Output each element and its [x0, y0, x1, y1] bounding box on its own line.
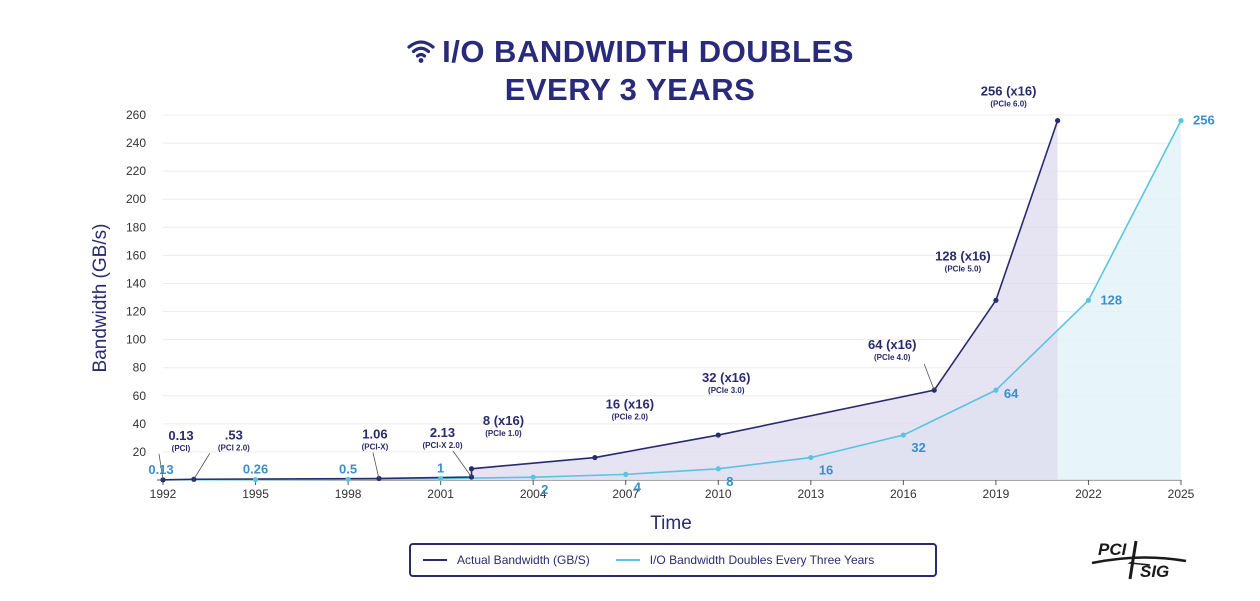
data-label-doubling: 32 [911, 440, 925, 455]
data-point-doubling [993, 387, 999, 393]
y-tick-label: 60 [133, 389, 147, 403]
data-sublabel-actual: (PCIe 1.0) [485, 429, 522, 438]
y-tick-label: 40 [133, 417, 147, 431]
data-point-doubling [1178, 118, 1184, 124]
title-text-1: I/O BANDWIDTH DOUBLES [442, 34, 854, 69]
data-label-doubling: 0.26 [243, 462, 268, 477]
data-point-actual [1055, 118, 1061, 124]
legend-label-doubling: I/O Bandwidth Doubles Every Three Years [649, 553, 875, 567]
data-sublabel-actual: (PCI-X 2.0) [422, 441, 462, 450]
x-tick-label: 1992 [150, 487, 177, 501]
data-label-doubling: 128 [1100, 292, 1122, 307]
data-point-actual [468, 466, 475, 472]
data-sublabel-actual: (PCIe 2.0) [612, 413, 649, 422]
logo-text-bottom: SIG [1140, 562, 1169, 581]
y-tick-label: 20 [133, 445, 147, 459]
data-sublabel-actual: (PCIe 3.0) [708, 386, 745, 395]
data-label-actual: 8 (x16) [483, 413, 524, 428]
y-tick-label: 120 [126, 305, 146, 319]
x-axis-title: Time [650, 513, 692, 534]
data-label-actual: 64 (x16) [868, 337, 916, 352]
y-axis-title: Bandwidth (GB/s) [90, 224, 111, 373]
logo-text-top: PCI [1098, 540, 1128, 559]
data-label-doubling: 16 [819, 463, 833, 478]
data-point-doubling [530, 474, 536, 480]
legend-swatch-doubling [615, 559, 640, 561]
chart-legend: Actual Bandwidth (GB/S) I/O Bandwidth Do… [409, 543, 937, 577]
data-sublabel-actual: (PCIe 4.0) [874, 353, 911, 362]
label-leader-line [193, 453, 211, 480]
label-leader-line [372, 452, 380, 479]
x-tick-label: 2013 [797, 487, 824, 501]
x-tick-label: 1995 [242, 487, 269, 501]
data-label-actual: 1.06 [362, 427, 387, 442]
data-sublabel-actual: (PCI) [172, 444, 191, 453]
data-label-actual: 16 (x16) [606, 397, 654, 412]
x-tick-label: 2022 [1075, 487, 1102, 501]
title-line-1: I/O BANDWIDTH DOUBLES [0, 34, 1260, 72]
legend-item-doubling: I/O Bandwidth Doubles Every Three Years [615, 553, 875, 567]
data-label-doubling: 256 [1193, 113, 1215, 128]
data-label-doubling: 64 [1004, 386, 1019, 401]
x-tick-label: 2007 [612, 487, 639, 501]
data-point-doubling [900, 432, 906, 438]
label-leader-line [158, 453, 164, 480]
legend-item-actual: Actual Bandwidth (GB/S) [423, 553, 590, 567]
label-leader-line [923, 364, 935, 391]
data-point-doubling [623, 471, 629, 477]
legend-swatch-actual [423, 559, 447, 561]
x-tick-label: 2016 [890, 487, 917, 501]
title-line-2: EVERY 3 YEARS [504, 71, 756, 107]
data-point-doubling [808, 454, 814, 461]
data-point-doubling [345, 476, 351, 482]
data-label-actual: 2.13 [430, 425, 455, 440]
y-tick-label: 80 [133, 361, 147, 375]
data-label-actual: .53 [225, 427, 243, 442]
x-tick-label: 2001 [427, 487, 454, 501]
data-label-doubling: 8 [726, 474, 733, 489]
data-label-actual: 32 (x16) [702, 370, 750, 385]
data-sublabel-actual: (PCI 2.0) [218, 443, 250, 452]
data-label-actual: 0.13 [168, 428, 193, 443]
data-point-actual [592, 454, 598, 461]
data-label-actual: 128 (x16) [935, 248, 991, 263]
data-sublabel-actual: (PCIe 5.0) [945, 264, 982, 273]
data-point-doubling [438, 475, 444, 482]
y-tick-label: 200 [126, 192, 146, 206]
data-point-doubling [1085, 297, 1092, 303]
data-sublabel-actual: (PCI-X) [362, 443, 389, 452]
data-label-doubling: 4 [634, 479, 642, 494]
data-label-doubling: 2 [541, 482, 548, 497]
x-tick-label: 2004 [520, 487, 547, 501]
x-tick-label: 2025 [1168, 487, 1195, 501]
area-doubling [163, 120, 1181, 480]
y-tick-label: 240 [126, 136, 146, 150]
label-leader-line [452, 450, 472, 478]
data-point-doubling [715, 466, 721, 472]
data-label-actual: 256 (x16) [981, 84, 1037, 99]
data-point-actual [715, 432, 721, 438]
data-point-actual [993, 297, 999, 303]
chart-title: I/O BANDWIDTH DOUBLES EVERY 3 YEARS [0, 34, 1260, 108]
x-tick-label: 2010 [705, 487, 732, 501]
data-label-doubling: 1 [437, 461, 444, 476]
series-line-actual [162, 120, 1059, 481]
legend-label-actual: Actual Bandwidth (GB/S) [457, 553, 590, 567]
pci-sig-logo: PCI SIG [1090, 535, 1190, 585]
x-tick-label: 1998 [335, 487, 362, 501]
y-tick-label: 160 [126, 248, 146, 262]
data-point-doubling [252, 477, 259, 483]
area-actual [163, 120, 1058, 480]
wifi-icon [406, 36, 436, 72]
y-tick-label: 100 [126, 333, 146, 347]
data-point-actual [931, 387, 937, 393]
y-tick-label: 220 [126, 164, 146, 178]
data-label-doubling: 0.5 [339, 461, 357, 476]
data-sublabel-actual: (PCIe 6.0) [990, 100, 1027, 109]
y-tick-label: 260 [126, 108, 146, 122]
y-tick-label: 140 [126, 276, 146, 290]
x-tick-label: 2019 [983, 487, 1010, 501]
y-tick-label: 180 [126, 220, 146, 234]
